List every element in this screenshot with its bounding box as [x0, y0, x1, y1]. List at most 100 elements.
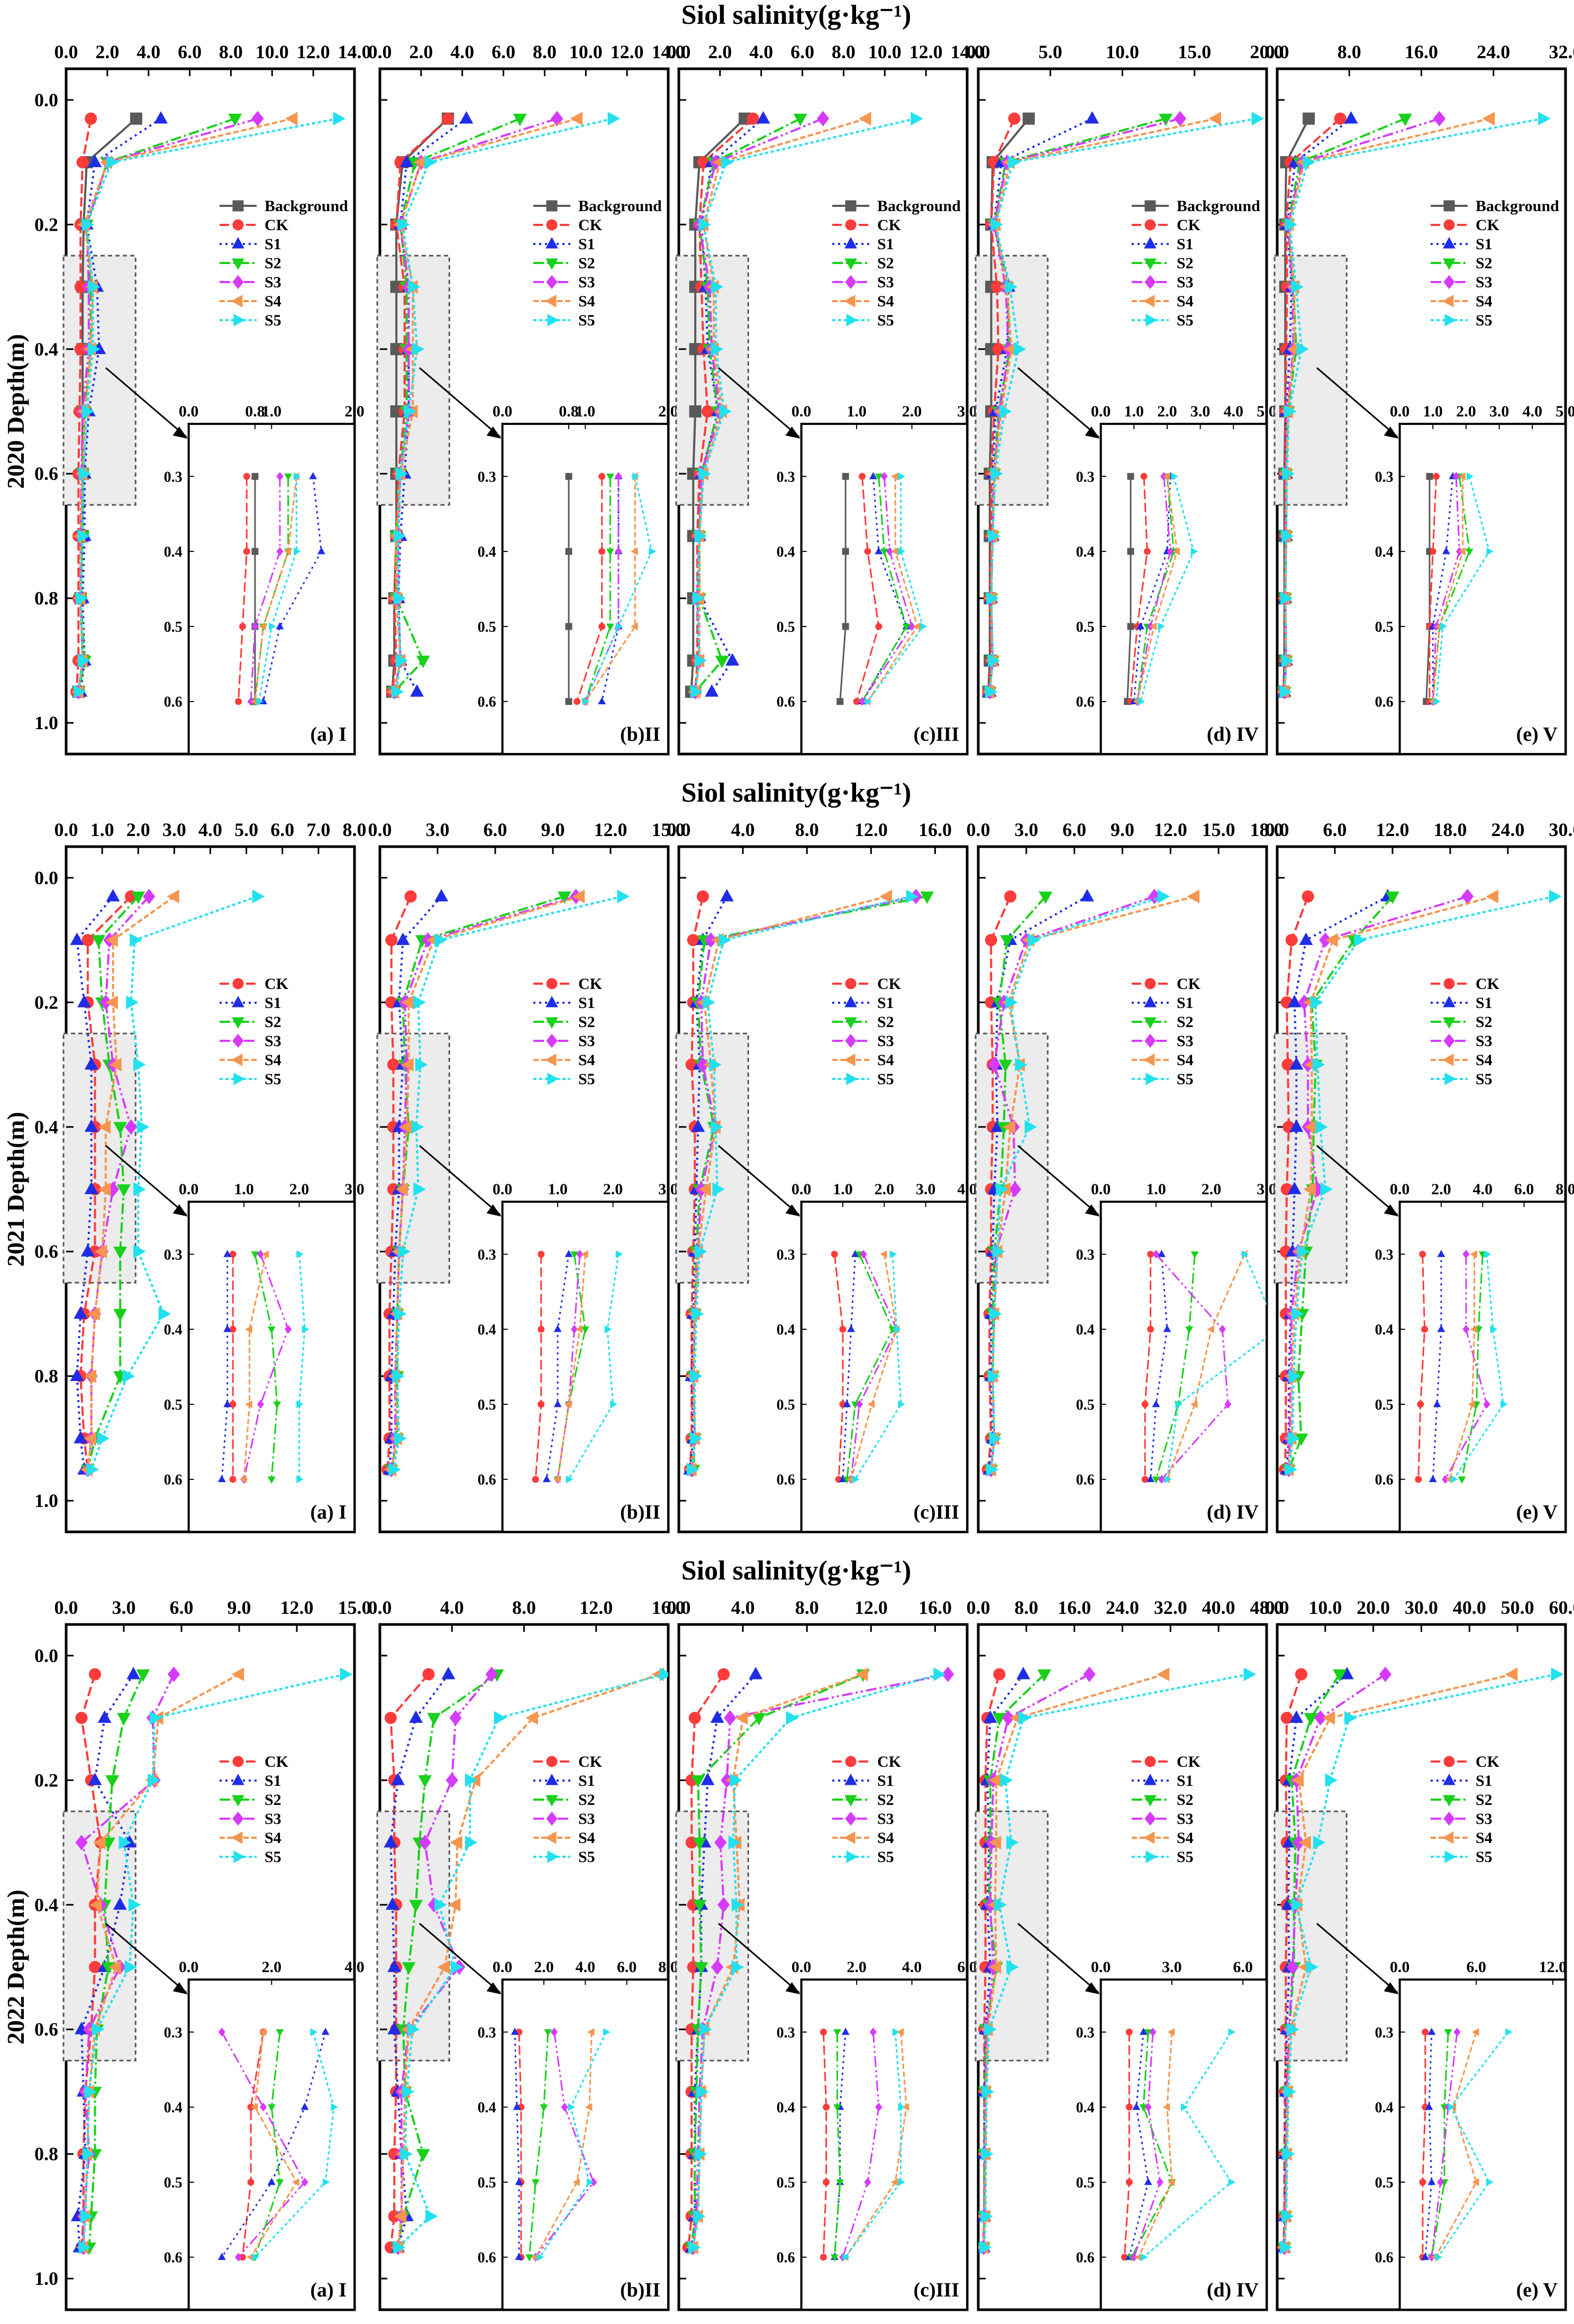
inset-x-tick-label: 1.0: [1423, 403, 1443, 420]
x-tick-label: 16.0: [918, 1597, 952, 1618]
inset-x-tick-label: 0.0: [1390, 1181, 1410, 1198]
x-tick-label: 15.0: [338, 1597, 371, 1618]
inset-data-point-S5: [1241, 1250, 1249, 1258]
inset-data-point-CK: [823, 2178, 830, 2186]
inset-data-point-Background: [565, 698, 572, 705]
data-point-Background: [1303, 112, 1315, 125]
inset-y-tick-label: 0.4: [164, 1322, 183, 1338]
data-point-S3: [1319, 932, 1332, 948]
data-point-S5: [1551, 1667, 1564, 1682]
x-tick-label: 6.0: [170, 1597, 194, 1618]
inset-data-point-S1: [1421, 2253, 1430, 2261]
inset-data-point-S5: [1228, 2028, 1236, 2036]
data-point-S3: [1083, 1666, 1096, 1682]
y-axis-label: 2022 Depth(m): [2, 1890, 29, 2045]
inset-data-point-S3: [880, 472, 888, 481]
legend-marker-S5: [1145, 314, 1158, 326]
legend-marker-S1: [545, 995, 558, 1007]
data-point-S5: [1014, 342, 1026, 356]
data-point-S4: [1505, 1667, 1518, 1682]
series-line-CK: [391, 117, 449, 692]
inset-data-point-S1: [1132, 2102, 1141, 2110]
inset-x-tick-label: 2.0: [1202, 1181, 1222, 1198]
data-point-S1: [154, 111, 168, 124]
inset-y-tick-label: 0.3: [1375, 1247, 1394, 1263]
inset-x-tick-label: 2.0: [344, 403, 365, 420]
x-tick-label: 8.0: [343, 819, 367, 840]
inset-data-point-CK: [875, 623, 882, 630]
legend-marker-S2: [1144, 1017, 1157, 1029]
legend-marker-S1: [232, 1773, 244, 1785]
data-point-S4: [399, 1120, 412, 1134]
legend-label: S2: [265, 1013, 281, 1031]
legend-marker-S5: [233, 1850, 245, 1863]
inset-data-point-S1: [309, 472, 317, 479]
series-line-S2: [1283, 1674, 1341, 2248]
x-tick-label: 60.0: [1549, 1597, 1574, 1618]
inset-series-line-S3: [243, 1254, 289, 1480]
legend-marker-S2: [232, 1017, 244, 1029]
inset-series-line-S5: [539, 2031, 607, 2258]
panel-label: (d) IV: [1207, 2279, 1259, 2301]
data-point-CK: [985, 934, 997, 947]
legend-marker-S2: [1443, 258, 1455, 270]
inset-data-point-CK: [823, 2103, 830, 2111]
y-tick-label: 0.6: [34, 463, 58, 484]
inset-data-point-CK: [1433, 473, 1440, 480]
inset-data-point-Background: [1426, 473, 1433, 480]
data-point-S5: [1313, 1058, 1325, 1072]
legend-marker-CK: [232, 978, 244, 989]
legend-label: Background: [265, 197, 348, 215]
data-point-S1: [1085, 111, 1099, 124]
legend-marker-CK: [1443, 1756, 1455, 1767]
inset-arrowhead: [1085, 426, 1100, 439]
inset-data-point-S4: [284, 547, 291, 556]
x-tick-label: 10.0: [569, 41, 603, 62]
inset-y-tick-label: 0.5: [1375, 2175, 1394, 2191]
panel-label: (b)II: [620, 1501, 660, 1523]
inset-series-line-S4: [867, 476, 918, 702]
inset-y-tick-label: 0.4: [777, 1322, 795, 1338]
data-point-S5: [1311, 995, 1323, 1010]
inset-data-point-S4: [1458, 547, 1466, 556]
y-tick-label: 0.8: [34, 2144, 58, 2165]
inset-data-point-S5: [1490, 1325, 1498, 1333]
legend-label: S5: [877, 1848, 894, 1866]
inset-arrowhead: [1384, 1982, 1399, 1995]
legend-label: S4: [265, 1829, 281, 1847]
inset-x-tick-label: 1.0: [833, 1181, 853, 1198]
data-point-S3: [167, 1666, 180, 1682]
legend-label: S2: [1177, 255, 1194, 272]
inset-arrowhead: [1384, 1204, 1399, 1217]
data-point-S4: [84, 1369, 96, 1383]
inset-connector-arrow: [1017, 1145, 1099, 1216]
inset-x-tick-label: 0.0: [1390, 403, 1410, 420]
inset-series-line-S3: [221, 2031, 306, 2258]
inset-data-point-CK: [1125, 2103, 1133, 2111]
data-point-S2: [1159, 113, 1173, 126]
data-point-S3: [1379, 1666, 1392, 1682]
data-point-S5: [1320, 1182, 1333, 1196]
inset-x-tick-label: 0.0: [179, 1181, 199, 1198]
data-point-S5: [1296, 342, 1309, 356]
legend-label: S3: [877, 1032, 894, 1050]
inset-y-tick-label: 0.6: [478, 1472, 496, 1488]
inset-data-point-S2: [531, 2179, 540, 2187]
legend-label: S3: [877, 274, 894, 291]
data-point-S5: [412, 342, 425, 356]
inset-frame: [1099, 1201, 1268, 1533]
x-tick-label: 30.0: [1549, 819, 1574, 840]
legend-label: S5: [877, 312, 894, 329]
legend-label: S2: [578, 1791, 595, 1809]
inset-y-tick-label: 0.4: [1375, 2100, 1394, 2116]
inset-series-line-S3: [861, 476, 913, 702]
inset-data-point-CK: [839, 1326, 847, 1333]
panel-label: (b)II: [620, 2279, 660, 2301]
inset-series-line-Background: [1126, 476, 1132, 702]
inset-data-point-S4: [585, 2103, 593, 2111]
inset-data-point-CK: [1417, 1401, 1424, 1408]
data-point-S5: [1313, 1836, 1326, 1849]
legend-marker-S4: [231, 1054, 243, 1066]
legend-marker-CK: [845, 219, 857, 231]
